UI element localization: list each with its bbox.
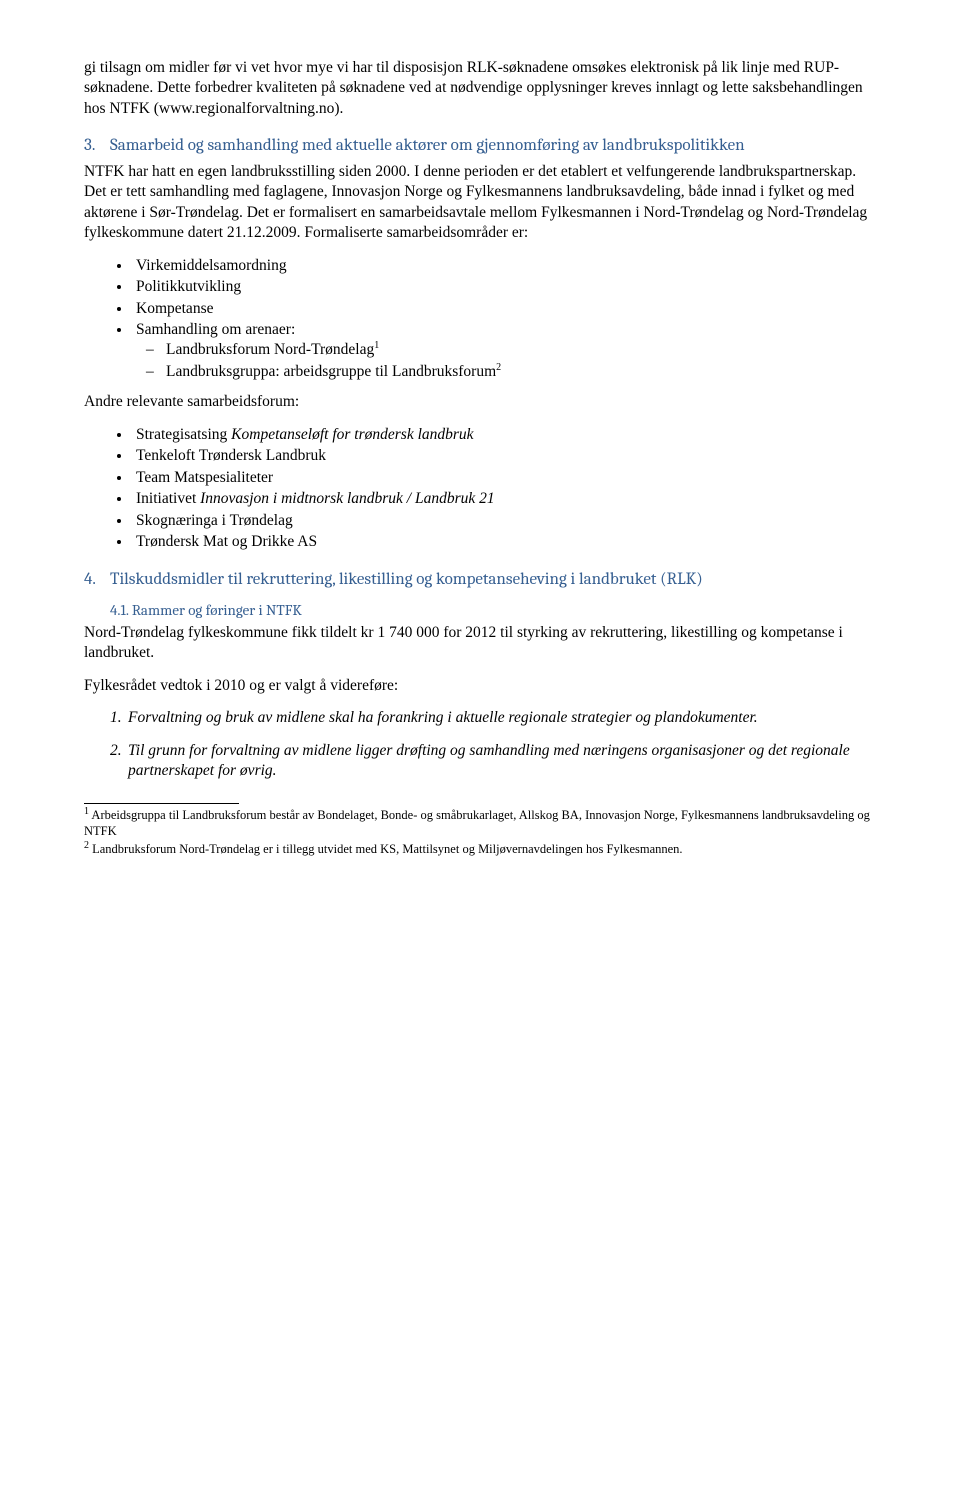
footnote-text: Landbruksforum Nord-Trøndelag er i tille… (89, 842, 683, 856)
numbered-list: 1.Forvaltning og bruk av midlene skal ha… (84, 708, 876, 781)
list-text: Til grunn for forvaltning av midlene lig… (128, 742, 850, 779)
section-4-1-paragraph: Nord-Trøndelag fylkeskommune fikk tildel… (84, 623, 876, 664)
sublist-label: Landbruksgruppa: arbeidsgruppe til Landb… (166, 363, 496, 380)
list-item: Skognæringa i Trøndelag (132, 511, 876, 531)
list-item: Tenkeloft Trøndersk Landbruk (132, 446, 876, 466)
heading-4: 4. Tilskuddsmidler til rekruttering, lik… (84, 569, 876, 591)
list-item: Politikkutvikling (132, 277, 876, 297)
sublist-arenaer: Landbruksforum Nord-Trøndelag1 Landbruks… (136, 340, 876, 382)
sublist-label: Landbruksforum Nord-Trøndelag (166, 341, 374, 358)
list-item: Virkemiddelsamordning (132, 256, 876, 276)
list-item: Samhandling om arenaer: Landbruksforum N… (132, 320, 876, 382)
list-item: Team Matspesialiteter (132, 468, 876, 488)
footnote-separator (84, 803, 239, 804)
list-item: Initiativet Innovasjon i midtnorsk landb… (132, 489, 876, 509)
intro-paragraph: gi tilsagn om midler før vi vet hvor mye… (84, 58, 876, 119)
list-item-label: Samhandling om arenaer: (136, 321, 295, 338)
heading-4-title: Tilskuddsmidler til rekruttering, likest… (110, 569, 703, 591)
list-item: 1.Forvaltning og bruk av midlene skal ha… (110, 708, 876, 728)
footnote-2: 2 Landbruksforum Nord-Trøndelag er i til… (84, 842, 876, 858)
fylkesraad-paragraph: Fylkesrådet vedtok i 2010 og er valgt å … (84, 676, 876, 696)
list-item: Landbruksforum Nord-Trøndelag1 (162, 340, 876, 360)
other-forums-label: Andre relevante samarbeidsforum: (84, 392, 876, 412)
list-other-forums: Strategisatsing Kompetanseløft for trønd… (84, 425, 876, 553)
footnote-ref-2: 2 (496, 362, 501, 373)
section-3-paragraph: NTFK har hatt en egen landbruksstilling … (84, 162, 876, 244)
list-item: Strategisatsing Kompetanseløft for trønd… (132, 425, 876, 445)
list-item: 2.Til grunn for forvaltning av midlene l… (110, 741, 876, 782)
heading-3-number: 3. (84, 135, 110, 157)
footnote-ref-1: 1 (374, 340, 379, 351)
heading-4-1: 4.1. Rammer og føringer i NTFK (84, 601, 876, 621)
list-text: Forvaltning og bruk av midlene skal ha f… (128, 709, 758, 726)
list-item-italic: Kompetanseløft for trøndersk landbruk (231, 426, 473, 443)
list-item: Kompetanse (132, 299, 876, 319)
heading-3-title: Samarbeid og samhandling med aktuelle ak… (110, 135, 745, 157)
heading-4-number: 4. (84, 569, 110, 591)
list-item: Landbruksgruppa: arbeidsgruppe til Landb… (162, 362, 876, 382)
footnote-text: Arbeidsgruppa til Landbruksforum består … (84, 808, 870, 838)
list-item: Trøndersk Mat og Drikke AS (132, 532, 876, 552)
list-samarbeidsomraader: Virkemiddelsamordning Politikkutvikling … (84, 256, 876, 383)
list-number: 2. (110, 741, 128, 761)
list-item-text: Strategisatsing (136, 426, 231, 443)
list-item-italic: Innovasjon i midtnorsk landbruk / Landbr… (200, 490, 495, 507)
list-item-text: Initiativet (136, 490, 200, 507)
heading-3: 3. Samarbeid og samhandling med aktuelle… (84, 135, 876, 157)
list-number: 1. (110, 708, 128, 728)
footnote-1: 1 Arbeidsgruppa til Landbruksforum bestå… (84, 808, 876, 839)
